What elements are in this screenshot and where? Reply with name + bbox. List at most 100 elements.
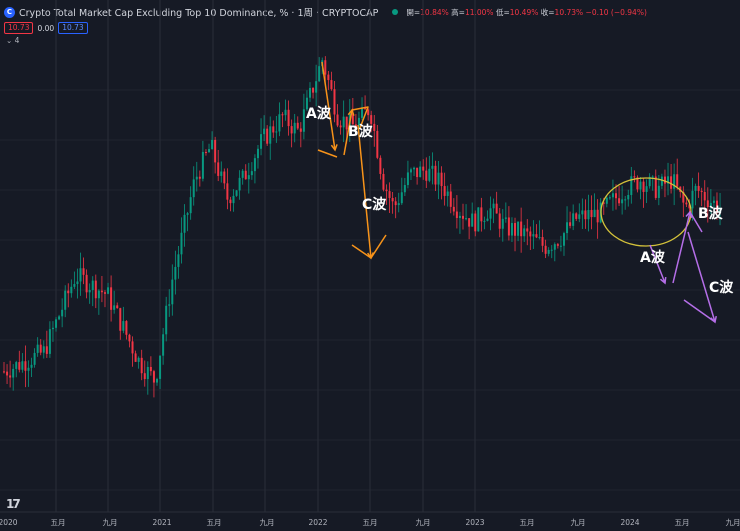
tradingview-logo-icon[interactable]: 17 bbox=[6, 497, 21, 511]
consolidation-circle bbox=[600, 177, 692, 247]
candle-body bbox=[474, 213, 477, 232]
candle-body bbox=[538, 237, 541, 239]
candle-body bbox=[501, 218, 504, 229]
candle-body bbox=[618, 198, 621, 204]
candle-body bbox=[357, 117, 360, 129]
candle-body bbox=[211, 139, 214, 150]
candle-body bbox=[162, 334, 165, 356]
candle-body bbox=[510, 223, 513, 236]
candle-body bbox=[88, 290, 91, 293]
high-value: 11.00% bbox=[464, 7, 494, 17]
candle-body bbox=[125, 321, 128, 335]
candle-body bbox=[376, 130, 379, 158]
candle-body bbox=[226, 183, 229, 200]
candle-body bbox=[309, 87, 312, 98]
ask-price-box[interactable]: 10.73 bbox=[58, 22, 88, 34]
candle-body bbox=[455, 211, 458, 218]
candle-body bbox=[642, 181, 645, 192]
candle-body bbox=[523, 228, 526, 237]
x-tick-label: 九月 bbox=[260, 518, 275, 527]
candle-body bbox=[596, 209, 599, 223]
open-label: 開= bbox=[406, 7, 421, 17]
candle-body bbox=[195, 176, 198, 180]
candle-body bbox=[146, 366, 149, 380]
candle-body bbox=[33, 352, 36, 365]
candle-body bbox=[691, 190, 694, 209]
candle-body bbox=[517, 221, 520, 236]
candle-body bbox=[541, 237, 544, 246]
candle-body bbox=[39, 344, 42, 353]
candle-body bbox=[263, 128, 266, 135]
candle-body bbox=[700, 190, 703, 192]
candle-body bbox=[113, 305, 116, 310]
close-value: 10.73% bbox=[554, 7, 584, 17]
indicators-toggle[interactable]: ⌄ 4 bbox=[6, 36, 20, 45]
candle-body bbox=[364, 107, 367, 110]
close-label: 收= bbox=[540, 7, 555, 17]
candle-body bbox=[42, 346, 45, 353]
candle-body bbox=[30, 364, 33, 368]
candle-body bbox=[413, 167, 416, 170]
high-label: 高= bbox=[451, 7, 465, 17]
candle-body bbox=[128, 334, 131, 342]
candle-body bbox=[27, 367, 30, 371]
wave-a-arrowhead bbox=[330, 144, 338, 152]
candle-body bbox=[651, 176, 654, 178]
candle-body bbox=[110, 287, 113, 310]
candle-body bbox=[465, 218, 468, 220]
candle-body bbox=[452, 206, 455, 212]
candle-body bbox=[168, 304, 171, 306]
candle-body bbox=[3, 371, 5, 373]
x-tick-label: 2022 bbox=[308, 518, 327, 527]
candle-body bbox=[180, 232, 183, 255]
candle-body bbox=[281, 114, 284, 116]
candle-body bbox=[367, 109, 370, 116]
bid-price-box[interactable]: 10.73 bbox=[4, 22, 34, 34]
legend-row: C Crypto Total Market Cap Excluding Top … bbox=[4, 4, 647, 20]
candle-body bbox=[250, 171, 253, 176]
wave-label: C波 bbox=[362, 196, 387, 213]
candle-body bbox=[140, 357, 143, 374]
candle-body bbox=[471, 213, 474, 227]
candle-body bbox=[608, 197, 611, 199]
candle-body bbox=[299, 128, 302, 132]
spread-value: 0.00 bbox=[37, 23, 55, 33]
candle-body bbox=[278, 114, 281, 132]
candle-body bbox=[419, 166, 422, 178]
candle-body bbox=[645, 186, 648, 192]
symbol-title[interactable]: Crypto Total Market Cap Excluding Top 10… bbox=[19, 8, 379, 19]
candles bbox=[3, 56, 722, 398]
candle-body bbox=[229, 199, 232, 204]
candle-body bbox=[189, 197, 192, 214]
candle-body bbox=[342, 116, 345, 128]
candle-body bbox=[318, 66, 321, 82]
candle-body bbox=[354, 124, 357, 129]
wave-label: A波 bbox=[306, 105, 332, 122]
candle-body bbox=[406, 172, 409, 186]
candle-body bbox=[615, 193, 618, 199]
candle-body bbox=[590, 210, 593, 218]
candle-body bbox=[639, 181, 642, 190]
candle-body bbox=[434, 165, 437, 185]
candle-body bbox=[208, 149, 211, 153]
candle-body bbox=[351, 113, 354, 125]
candle-body bbox=[719, 208, 722, 213]
candle-body bbox=[330, 80, 333, 90]
candle-body bbox=[305, 97, 308, 110]
candle-body bbox=[673, 174, 676, 189]
candle-body bbox=[593, 209, 596, 218]
candle-body bbox=[526, 228, 529, 232]
candle-body bbox=[284, 109, 287, 116]
candle-body bbox=[152, 371, 155, 383]
ohlc-values: 開=10.84% 高=11.00% 低=10.49% 收=10.73% −0.1… bbox=[406, 7, 647, 18]
candle-body bbox=[670, 176, 673, 189]
candle-body bbox=[403, 185, 406, 193]
candle-body bbox=[324, 60, 327, 75]
x-tick-label: 2020 bbox=[0, 518, 18, 527]
candle-body bbox=[214, 139, 217, 163]
candle-body bbox=[544, 245, 547, 254]
candle-body bbox=[260, 134, 263, 149]
grid-lines bbox=[0, 0, 740, 512]
